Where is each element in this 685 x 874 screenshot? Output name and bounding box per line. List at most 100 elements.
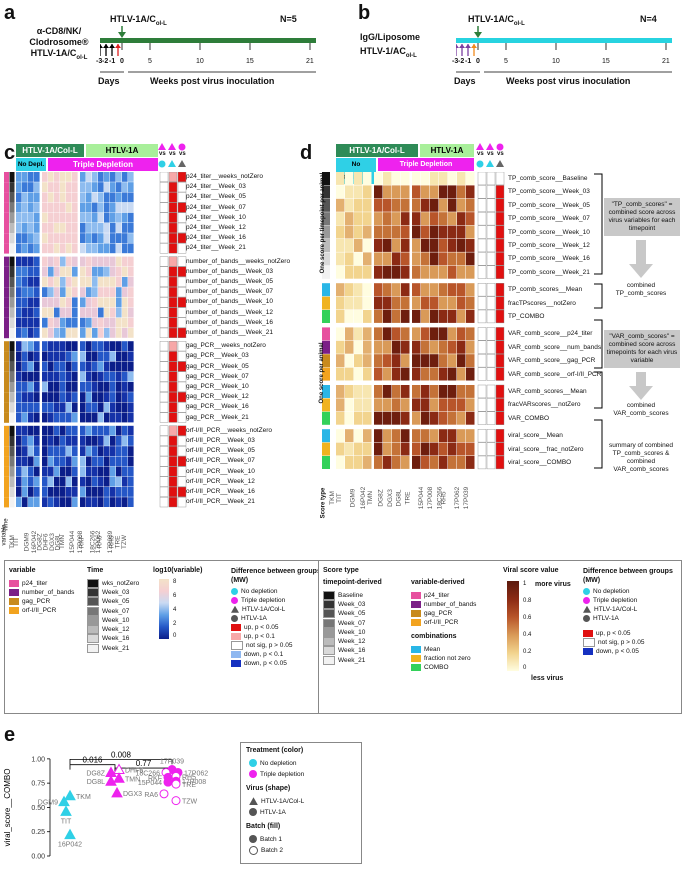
- diff-cell: [177, 486, 187, 498]
- heatmap-cell: [54, 487, 60, 497]
- heatmap-cell: [128, 212, 134, 223]
- row-time-swatch: [9, 402, 15, 413]
- heatmap-cell: [466, 225, 475, 239]
- heatmap-cell: [48, 328, 54, 338]
- heatmap-cell: [128, 497, 134, 507]
- heatmap-cell: [430, 212, 439, 226]
- row-label: gag_PCR__Week_21: [186, 413, 249, 421]
- panel-a-weeks-label: Weeks post virus inoculation: [150, 76, 275, 86]
- heatmap-cell: [374, 310, 383, 323]
- heatmap-cell: [54, 328, 60, 338]
- heatmap-cell: [110, 456, 116, 467]
- diff-cell: [495, 411, 505, 425]
- heatmap-cell: [448, 385, 457, 398]
- heatmap-cell: [421, 429, 430, 443]
- heatmap-cell: [28, 436, 34, 446]
- heatmap-cell: [421, 340, 430, 354]
- heatmap-cell: [34, 371, 40, 382]
- col-label: DGM9: [349, 488, 357, 508]
- heatmap-cell: [128, 256, 134, 267]
- row-variable-swatch: [4, 476, 9, 487]
- heatmap-cell: [448, 411, 457, 425]
- heatmap-cell: [363, 442, 372, 456]
- panel-c-scale-0: 0: [173, 633, 177, 639]
- row-label: number_of_bands__Week_10: [186, 298, 273, 306]
- heatmap-cell: [374, 296, 383, 310]
- row-label: gag_PCR__Week_05: [186, 362, 249, 370]
- heatmap-cell: [60, 476, 66, 487]
- diff-cell: [159, 233, 169, 244]
- row-variable-swatch: [4, 412, 9, 423]
- panel-b-treatment: IgG/Liposome HTLV-1/ACol-L: [360, 30, 420, 63]
- legend-d-diff-up05: up, p < 0.05: [583, 629, 644, 638]
- heatmap-cell: [48, 307, 54, 318]
- diff-cell: [159, 307, 169, 318]
- heatmap-cell: [412, 252, 421, 266]
- point-label: 15P044: [138, 780, 162, 787]
- panel-b-tick-5: 5: [504, 58, 508, 65]
- heatmap-cell: [34, 351, 40, 362]
- row-label: VAR_COMBO: [508, 414, 550, 422]
- panel-c-vs-2: vs: [169, 151, 176, 157]
- diff-cell: [159, 243, 169, 254]
- heatmap-cell: [54, 436, 60, 446]
- heatmap-cell: [42, 425, 48, 436]
- heatmap-cell: [72, 256, 78, 267]
- heatmap-cell: [28, 266, 34, 277]
- diff-cell: [168, 497, 178, 508]
- heatmap-cell: [92, 328, 98, 338]
- heatmap-cell: [466, 367, 475, 381]
- heatmap-cell: [60, 328, 66, 338]
- heatmap-cell: [466, 310, 475, 323]
- heatmap-cell: [66, 233, 72, 243]
- heatmap-cell: [374, 429, 383, 443]
- bracket-1: [69, 758, 173, 765]
- heatmap-cell: [16, 277, 22, 287]
- heatmap-cell: [60, 402, 66, 413]
- heatmap-cell: [457, 398, 466, 412]
- heatmap-cell: [98, 476, 104, 487]
- heatmap-cell: [60, 307, 66, 318]
- diff-cell: [495, 398, 505, 412]
- heatmap-cell: [66, 277, 72, 287]
- point-label: TRE: [182, 782, 196, 789]
- heatmap-cell: [42, 223, 48, 233]
- row-variable-swatch: [4, 371, 9, 382]
- panel-b-virus-label: HTLV-1A/Col-L: [468, 14, 525, 27]
- heatmap-cell: [354, 429, 363, 443]
- heatmap-cell: [448, 265, 457, 279]
- row-time-swatch: [9, 392, 15, 403]
- heatmap-cell: [34, 243, 40, 254]
- heatmap-cell: [86, 192, 92, 203]
- heatmap-cell: [439, 198, 448, 212]
- heatmap-cell: [86, 392, 92, 402]
- heatmap-cell: [401, 172, 410, 185]
- heatmap-cell: [110, 202, 116, 213]
- score-type-swatch: [322, 310, 330, 323]
- row-time-swatch: [9, 361, 15, 372]
- diff-cell: [168, 466, 178, 477]
- score-type-swatch: [322, 172, 330, 185]
- heatmap-cell: [354, 198, 363, 212]
- heatmap-cell: [54, 212, 60, 223]
- diff-cell: [177, 435, 187, 447]
- heatmap-cell: [54, 371, 60, 382]
- heatmap-cell: [60, 212, 66, 223]
- panel-d-legend-scale-title: Viral score value: [503, 567, 559, 574]
- heatmap-cell: [66, 172, 72, 182]
- panel-b-weeks-label: Weeks post virus inoculation: [506, 76, 631, 86]
- heatmap-cell: [421, 411, 430, 425]
- heatmap-cell: [116, 412, 122, 423]
- heatmap-cell: [72, 307, 78, 318]
- panel-d-annot1-text: "TP_comb_scores" = combined score across…: [608, 201, 676, 232]
- heatmap-cell: [122, 456, 128, 467]
- heatmap-cell: [401, 411, 410, 425]
- legend-d-diff-ns: not sig, p > 0.05: [583, 638, 644, 647]
- row-time-swatch: [9, 341, 15, 352]
- point-marker: [111, 786, 123, 798]
- panel-a-n: N=5: [280, 14, 297, 24]
- heatmap-cell: [392, 225, 401, 239]
- heatmap-cell: [42, 487, 48, 497]
- heatmap-cell: [110, 487, 116, 497]
- heatmap-cell: [421, 385, 430, 398]
